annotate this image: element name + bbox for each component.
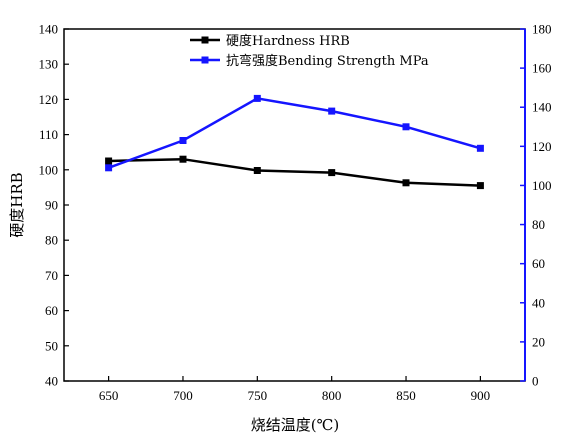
left-tick-label: 80 [45, 233, 58, 248]
right-tick-label: 80 [532, 217, 545, 232]
data-point-bending-strength [328, 107, 336, 115]
legend-marker-bending [201, 56, 209, 64]
left-axis-ticks: 40 50 60 70 80 90 100 110 120 130 140 [39, 22, 69, 389]
data-point-hardness [328, 169, 336, 177]
x-tick-label: 700 [173, 388, 193, 403]
data-point-hardness [253, 167, 261, 174]
right-axis-ticks: 0 20 40 60 80 100 120 140 160 180 [520, 22, 552, 389]
data-point-bending-strength [402, 123, 410, 131]
series-line-bending-strength [108, 97, 481, 169]
left-tick-label: 140 [39, 22, 59, 37]
left-tick-label: 100 [39, 162, 59, 177]
data-point-bending-strength [253, 94, 261, 102]
data-point-bending-strength [105, 164, 113, 172]
left-tick-label: 110 [39, 127, 58, 142]
data-point-hardness [402, 179, 410, 187]
y-left-axis-label: 硬度HRB [8, 172, 26, 237]
data-point-bending-strength [179, 137, 187, 144]
right-tick-label: 20 [532, 334, 545, 349]
right-tick-label: 60 [532, 256, 545, 271]
right-tick-label: 120 [532, 139, 552, 154]
left-tick-label: 120 [39, 92, 59, 107]
legend: 硬度Hardness HRB 抗弯强度Bending Strength MPa [190, 33, 429, 69]
right-tick-label: 100 [532, 178, 552, 193]
left-tick-label: 50 [45, 338, 58, 353]
series-layer [105, 94, 484, 190]
x-tick-label: 650 [99, 388, 119, 403]
data-point-hardness [105, 157, 113, 165]
left-tick-label: 40 [45, 374, 58, 389]
legend-label-hardness: 硬度Hardness HRB [226, 33, 350, 49]
legend-label-bending: 抗弯强度Bending Strength MPa [226, 53, 429, 69]
data-point-bending-strength [476, 144, 484, 152]
right-tick-label: 180 [532, 22, 552, 37]
legend-marker-hardness [201, 36, 209, 44]
data-point-hardness [476, 182, 484, 190]
plot-frame [63, 28, 526, 382]
left-tick-label: 130 [39, 57, 59, 72]
left-tick-label: 90 [45, 198, 58, 213]
x-axis-ticks: 650 700 750 800 850 900 [99, 376, 490, 403]
right-tick-label: 0 [532, 374, 539, 389]
x-tick-label: 850 [396, 388, 416, 403]
x-tick-label: 800 [322, 388, 342, 403]
x-tick-label: 900 [471, 388, 491, 403]
left-tick-label: 70 [45, 268, 58, 283]
series-line-hardness [108, 157, 481, 187]
data-point-hardness [179, 155, 187, 163]
x-axis-label: 烧结温度(℃) [251, 416, 339, 434]
left-tick-label: 60 [45, 303, 58, 318]
x-tick-label: 750 [248, 388, 268, 403]
right-tick-label: 40 [532, 295, 545, 310]
right-tick-label: 140 [532, 100, 552, 115]
right-tick-label: 160 [532, 61, 552, 76]
